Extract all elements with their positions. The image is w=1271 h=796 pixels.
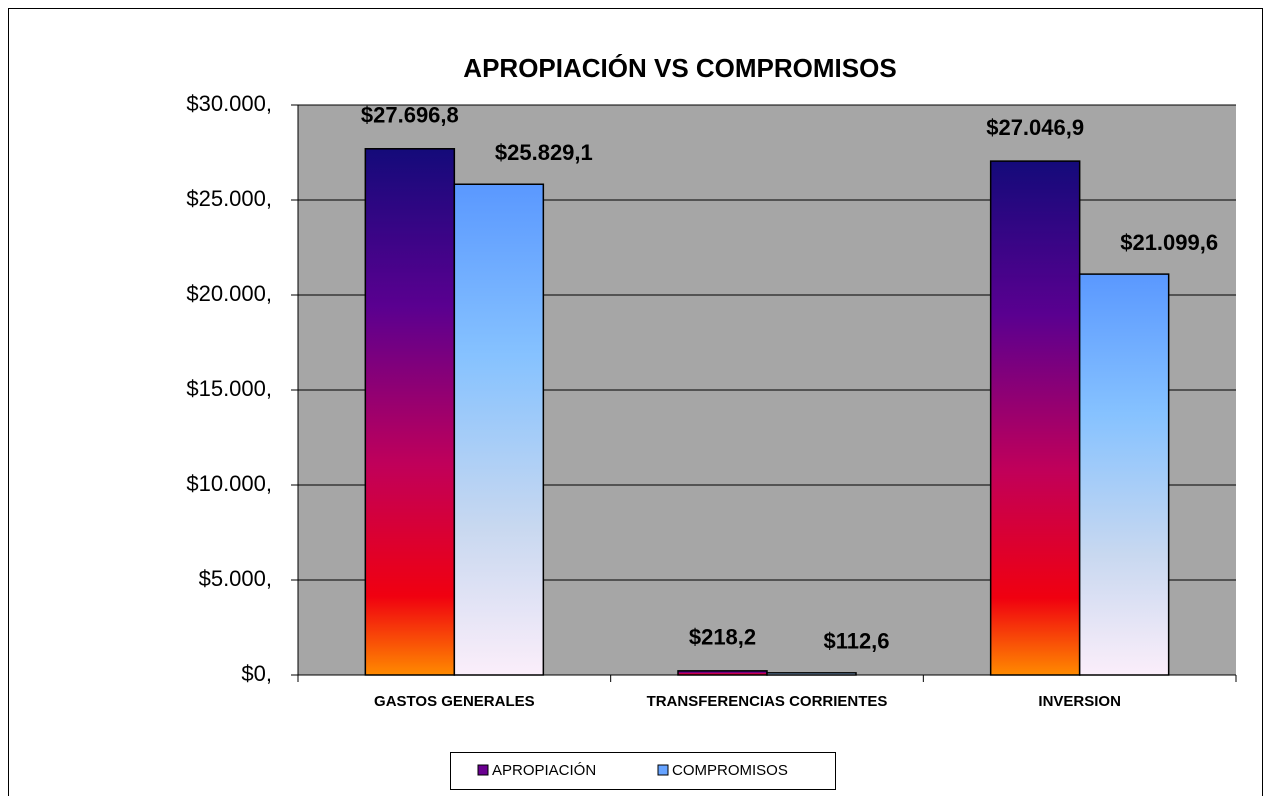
legend-swatch <box>657 764 669 776</box>
legend <box>450 752 836 790</box>
data-label: $25.829,1 <box>495 140 593 165</box>
x-tick-label: INVERSION <box>1038 693 1121 710</box>
legend-swatch <box>477 764 489 776</box>
y-tick-label: $10.000, <box>186 471 272 496</box>
y-tick-label: $5.000, <box>199 566 272 591</box>
y-tick-label: $0, <box>241 661 272 686</box>
data-label: $21.099,6 <box>1120 230 1218 255</box>
x-tick-label: GASTOS GENERALES <box>374 693 535 710</box>
chart-title: APROPIACIÓN VS COMPROMISOS <box>463 53 896 83</box>
y-tick-label: $25.000, <box>186 186 272 211</box>
x-tick-label: TRANSFERENCIAS CORRIENTES <box>647 693 888 710</box>
y-tick-label: $20.000, <box>186 281 272 306</box>
bar <box>989 160 1081 676</box>
bar <box>766 672 857 676</box>
data-label: $27.696,8 <box>361 103 459 128</box>
bar <box>364 148 456 676</box>
legend-label: COMPROMISOS <box>672 762 788 779</box>
data-label: $112,6 <box>823 629 889 654</box>
bar <box>677 670 768 676</box>
bar <box>1078 273 1170 676</box>
data-label: $218,2 <box>689 625 756 650</box>
bar <box>453 183 545 676</box>
y-tick-label: $30.000, <box>186 91 272 116</box>
legend-label: APROPIACIÓN <box>492 762 596 779</box>
data-label: $27.046,9 <box>986 115 1084 140</box>
y-tick-label: $15.000, <box>186 376 272 401</box>
